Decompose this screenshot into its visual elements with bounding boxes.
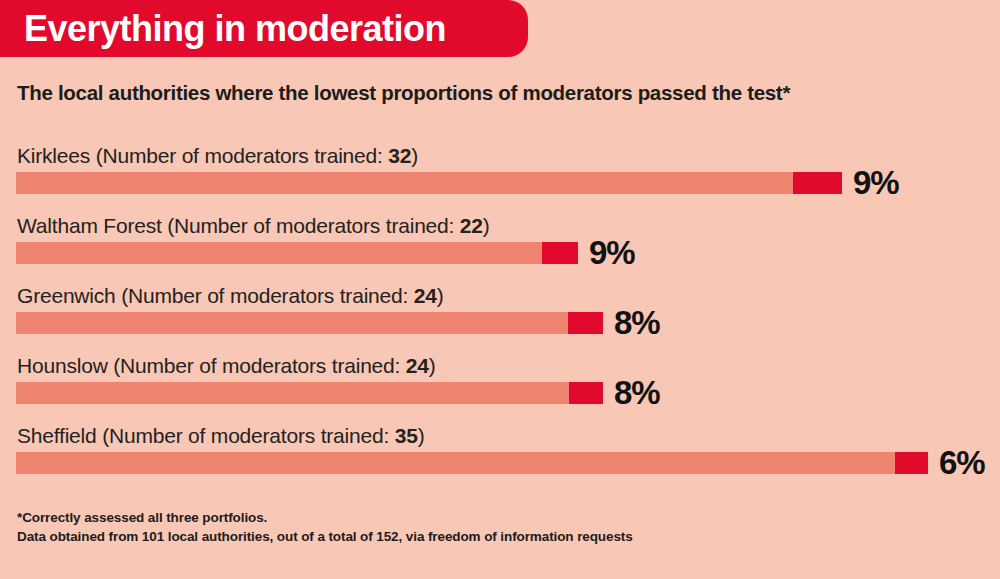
bar-trained <box>16 382 603 404</box>
bar-trained <box>16 452 928 474</box>
label-prefix: (Number of moderators trained: <box>90 144 388 167</box>
trained-count: 24 <box>406 354 429 377</box>
bar-row-kirklees: Kirklees (Number of moderators trained: … <box>0 143 1000 194</box>
label-suffix: ) <box>483 214 490 237</box>
authority-name: Sheffield <box>17 424 97 447</box>
authority-name: Hounslow <box>17 354 108 377</box>
label-prefix: (Number of moderators trained: <box>108 354 406 377</box>
bar-row-hounslow: Hounslow (Number of moderators trained: … <box>0 353 1000 404</box>
label-suffix: ) <box>437 284 444 307</box>
authority-name: Kirklees <box>17 144 90 167</box>
bar-row-sheffield: Sheffield (Number of moderators trained:… <box>0 423 1000 474</box>
trained-count: 22 <box>460 214 483 237</box>
bar-label: Sheffield (Number of moderators trained:… <box>17 423 1000 448</box>
percent-label: 6% <box>939 452 985 474</box>
label-prefix: (Number of moderators trained: <box>116 284 414 307</box>
bar-line: 9% <box>16 242 1000 264</box>
percent-label: 9% <box>853 172 899 194</box>
title-banner: Everything in moderation <box>0 0 528 57</box>
bar-passed-highlight <box>569 382 603 404</box>
bar-trained <box>16 312 603 334</box>
label-suffix: ) <box>429 354 436 377</box>
bar-trained <box>16 242 578 264</box>
footnotes: *Correctly assessed all three portfolios… <box>17 509 633 546</box>
bar-label: Hounslow (Number of moderators trained: … <box>17 353 1000 378</box>
label-suffix: ) <box>418 424 425 447</box>
bar-passed-highlight <box>542 242 578 264</box>
footnote-line-1: *Correctly assessed all three portfolios… <box>17 509 633 528</box>
trained-count: 35 <box>395 424 418 447</box>
label-prefix: (Number of moderators trained: <box>162 214 460 237</box>
label-suffix: ) <box>411 144 418 167</box>
bar-line: 6% <box>16 452 1000 474</box>
label-prefix: (Number of moderators trained: <box>97 424 395 447</box>
footnote-line-2: Data obtained from 101 local authorities… <box>17 528 633 547</box>
bar-chart: Kirklees (Number of moderators trained: … <box>0 143 1000 493</box>
authority-name: Greenwich <box>17 284 116 307</box>
bar-line: 8% <box>16 312 1000 334</box>
trained-count: 24 <box>414 284 437 307</box>
bar-label: Waltham Forest (Number of moderators tra… <box>17 213 1000 238</box>
percent-label: 8% <box>614 312 660 334</box>
bar-row-waltham-forest: Waltham Forest (Number of moderators tra… <box>0 213 1000 264</box>
authority-name: Waltham Forest <box>17 214 162 237</box>
bar-line: 8% <box>16 382 1000 404</box>
chart-subtitle: The local authorities where the lowest p… <box>17 80 983 105</box>
bar-label: Greenwich (Number of moderators trained:… <box>17 283 1000 308</box>
bar-passed-highlight <box>568 312 603 334</box>
percent-label: 8% <box>614 382 660 404</box>
percent-label: 9% <box>589 242 635 264</box>
bar-row-greenwich: Greenwich (Number of moderators trained:… <box>0 283 1000 334</box>
trained-count: 32 <box>388 144 411 167</box>
page-title: Everything in moderation <box>24 8 446 50</box>
bar-passed-highlight <box>793 172 842 194</box>
bar-trained <box>16 172 842 194</box>
bar-line: 9% <box>16 172 1000 194</box>
bar-passed-highlight <box>895 452 928 474</box>
